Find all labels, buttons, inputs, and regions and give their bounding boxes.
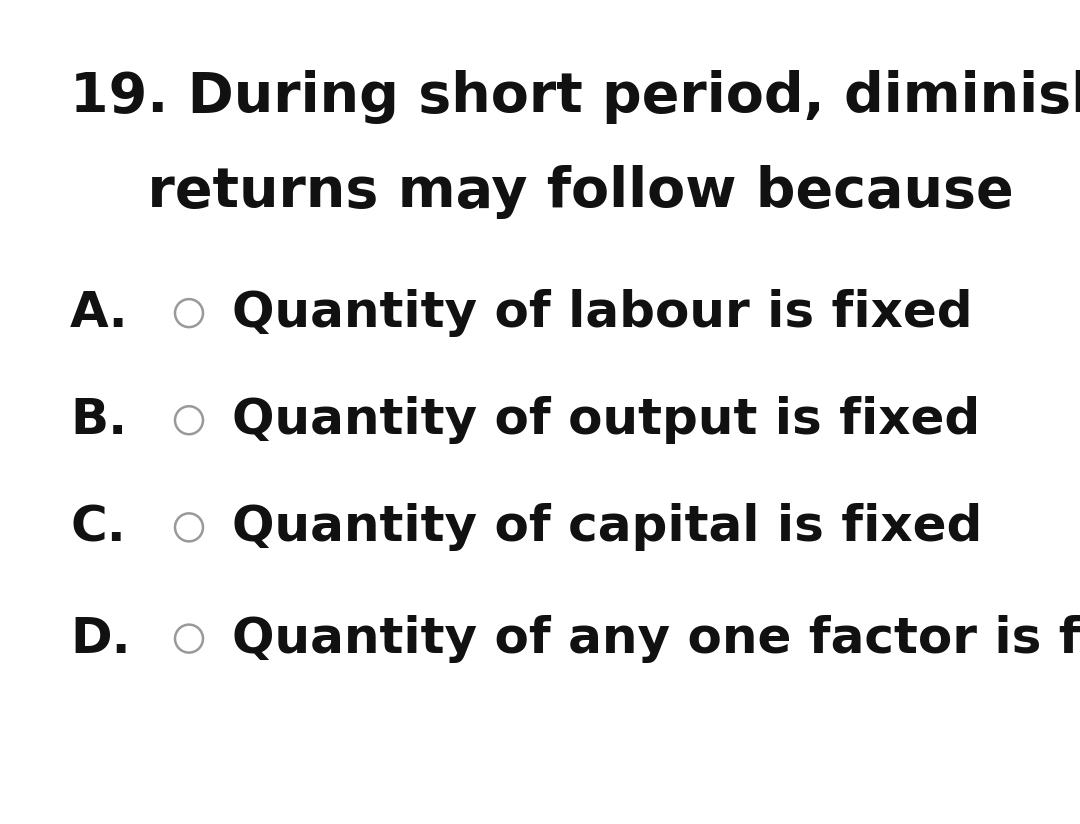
Text: D.: D. [70,615,131,662]
Text: C.: C. [70,503,126,551]
Text: Quantity of labour is fixed: Quantity of labour is fixed [232,289,973,337]
Text: B.: B. [70,396,127,444]
Text: 19. During short period, diminishing: 19. During short period, diminishing [70,70,1080,124]
Text: Quantity of capital is fixed: Quantity of capital is fixed [232,503,983,551]
Text: returns may follow because: returns may follow because [70,165,1014,219]
Text: Quantity of any one factor is fixed: Quantity of any one factor is fixed [232,615,1080,662]
Text: Quantity of output is fixed: Quantity of output is fixed [232,396,981,444]
Text: A.: A. [70,289,129,337]
